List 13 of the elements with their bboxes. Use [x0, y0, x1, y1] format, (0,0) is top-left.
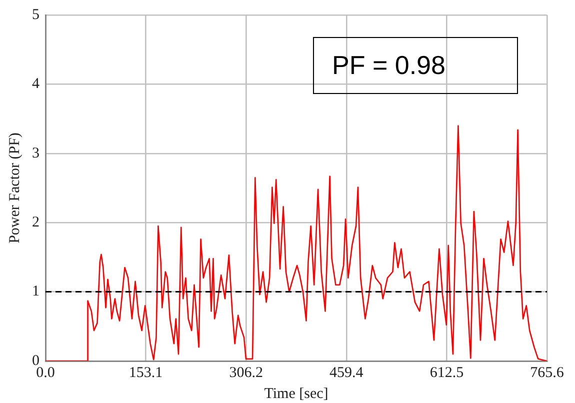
x-tick-label: 153.1 — [128, 364, 163, 381]
x-tick-label: 612.5 — [430, 364, 464, 381]
y-tick-label: 1 — [32, 284, 40, 300]
annotation: PF = 0.98 — [313, 37, 518, 94]
y-tick-label: 3 — [32, 145, 40, 162]
y-tick-label: 5 — [32, 6, 40, 23]
x-tick-label: 459.4 — [330, 364, 364, 381]
y-tick-label: 2 — [32, 214, 40, 231]
x-tick-label: 765.6 — [530, 364, 564, 381]
y-tick-label: 4 — [32, 76, 40, 92]
x-axis-title: Time [sec] — [264, 386, 328, 402]
y-axis-title: Power Factor (PF) — [6, 132, 23, 244]
x-tick-label: 306.2 — [229, 364, 263, 381]
